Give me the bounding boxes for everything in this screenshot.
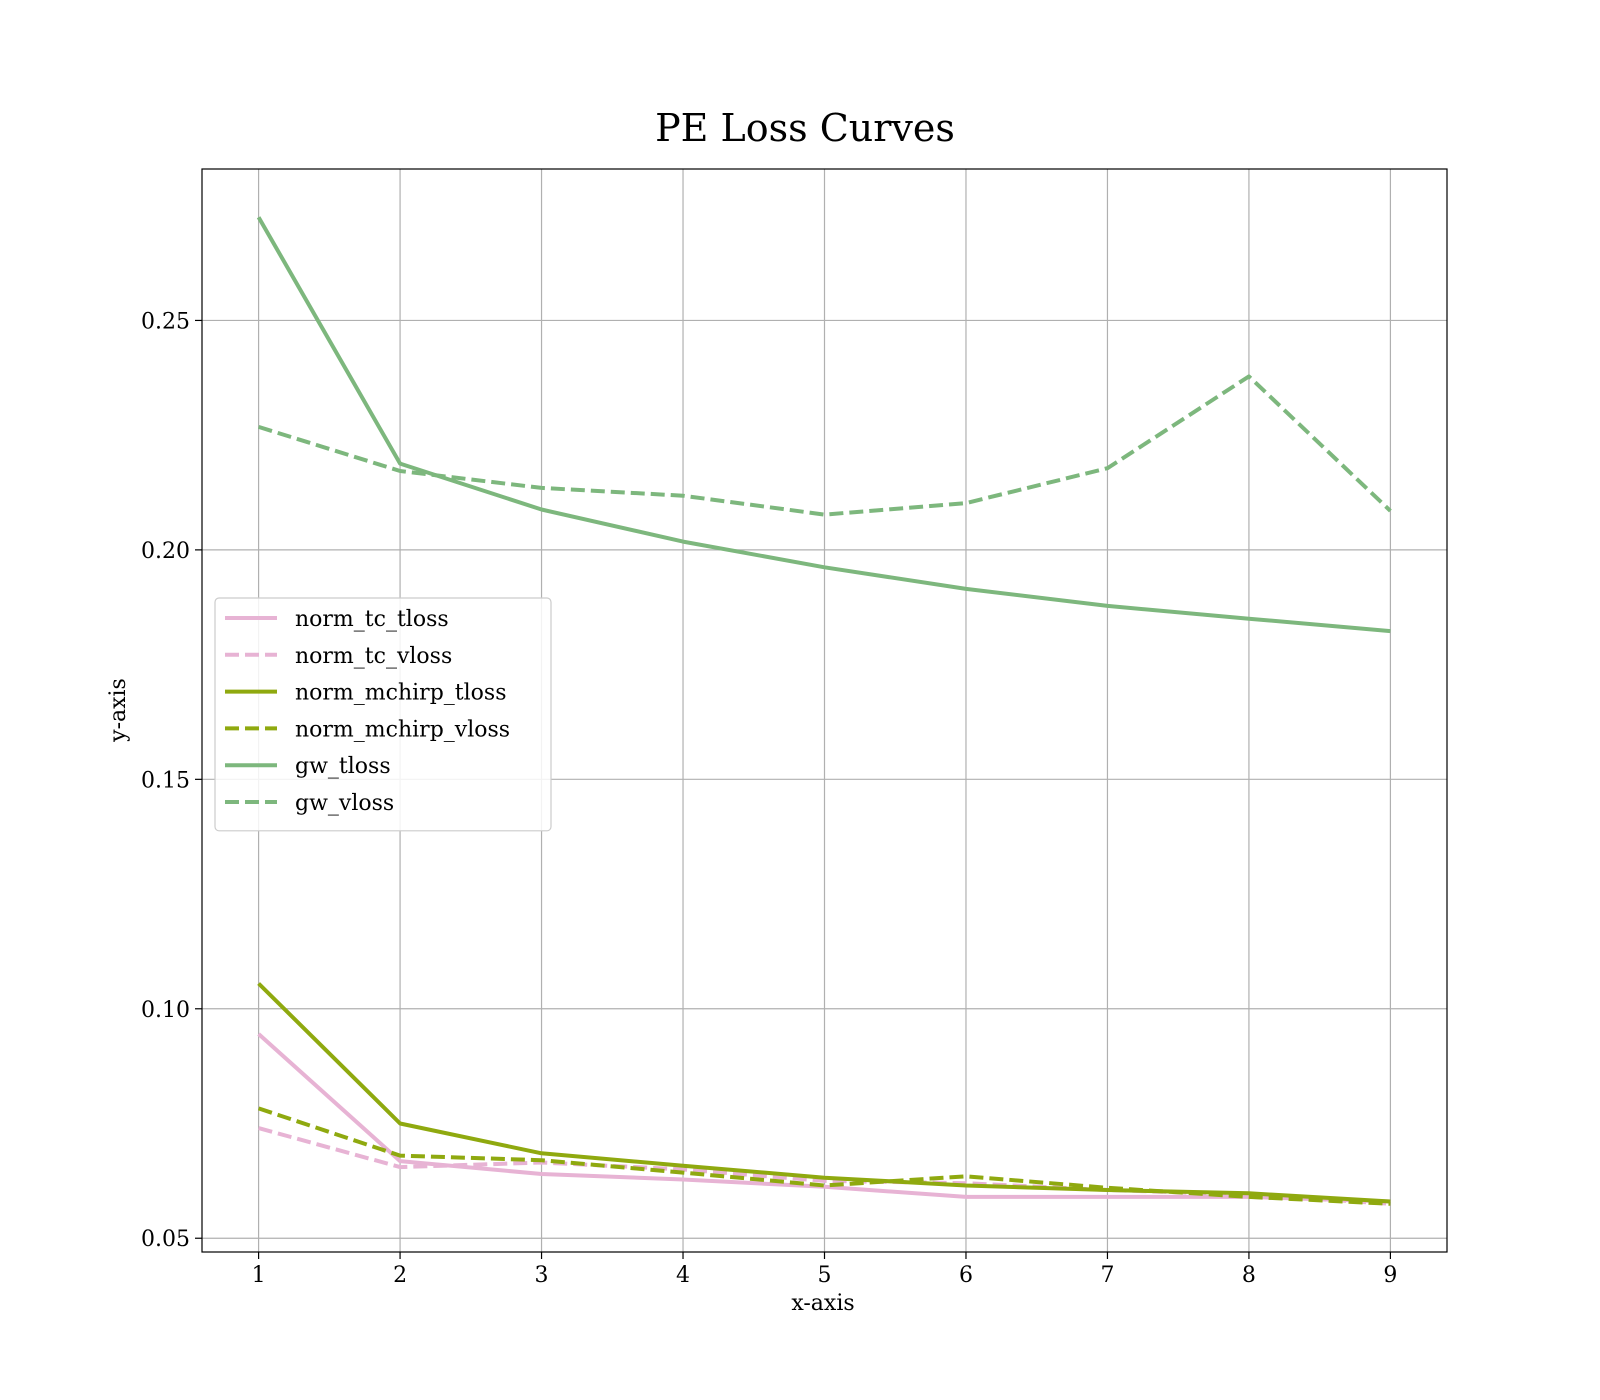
- x-tick-label: 2: [393, 1263, 407, 1288]
- legend-label: norm_tc_vloss: [295, 644, 452, 669]
- legend: norm_tc_tloss norm_tc_vloss norm_mchirp_tl…: [214, 597, 552, 832]
- y-tick-label: 0.15: [141, 768, 190, 793]
- legend-label: gw_tloss: [295, 754, 391, 779]
- legend-label: norm_mchirp_tloss: [295, 681, 506, 706]
- x-tick-label: 7: [1100, 1263, 1114, 1288]
- legend-box: [214, 597, 552, 832]
- y-tick-label: 0.05: [141, 1227, 190, 1252]
- y-axis-ticks: 0.05 0.10 0.15 0.20 0.25: [141, 309, 202, 1252]
- legend-label: gw_vloss: [295, 791, 394, 816]
- series-line-gw-tloss: [256, 216, 1391, 634]
- x-tick-label: 4: [676, 1263, 690, 1288]
- y-tick-label: 0.25: [141, 309, 190, 334]
- y-axis-label: y-axis: [106, 678, 131, 743]
- legend-label: norm_mchirp_vloss: [295, 717, 510, 742]
- x-axis-ticks: 1 2 3 4 5 6 7 8 9: [252, 1252, 1397, 1288]
- x-tick-label: 3: [535, 1263, 549, 1288]
- chart-title: PE Loss Curves: [655, 106, 955, 150]
- x-tick-label: 9: [1383, 1263, 1397, 1288]
- y-tick-label: 0.10: [141, 998, 190, 1023]
- x-tick-label: 5: [818, 1263, 832, 1288]
- series-line-norm-mchirp-vloss: [257, 1106, 1391, 1206]
- x-axis-label: x-axis: [791, 1291, 854, 1316]
- x-tick-label: 6: [959, 1263, 973, 1288]
- legend-label: norm_tc_tloss: [295, 607, 449, 632]
- series-layer: [256, 216, 1392, 1206]
- y-tick-label: 0.20: [141, 539, 190, 564]
- x-tick-label: 1: [252, 1263, 266, 1288]
- x-tick-label: 8: [1242, 1263, 1256, 1288]
